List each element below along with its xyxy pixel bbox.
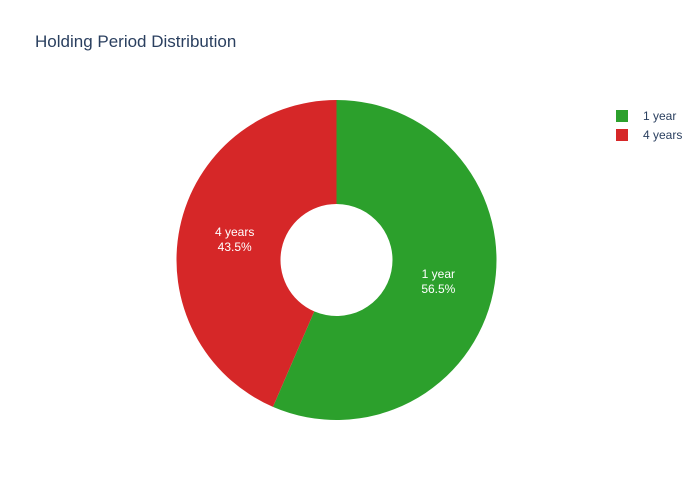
chart-title: Holding Period Distribution [35,32,237,51]
slice-percent-4-years: 43.5% [218,240,252,254]
slice-label-4-years: 4 years [215,225,254,239]
slices-layer [176,100,497,420]
legend-swatch-4-years [616,128,628,141]
slice-percent-1-year: 56.5% [421,282,455,296]
legend-item-4-years[interactable]: 4 years [616,125,682,144]
legend: 1 year 4 years [616,106,682,144]
slice-label-1-year: 1 year [422,267,455,281]
legend-item-1-year[interactable]: 1 year [616,106,682,125]
slice-4-years[interactable] [176,100,337,407]
legend-label-1-year: 1 year [643,108,677,123]
legend-swatch-1-year [616,109,628,122]
legend-label-4-years: 4 years [643,127,683,142]
slice-1-year[interactable] [272,100,497,420]
